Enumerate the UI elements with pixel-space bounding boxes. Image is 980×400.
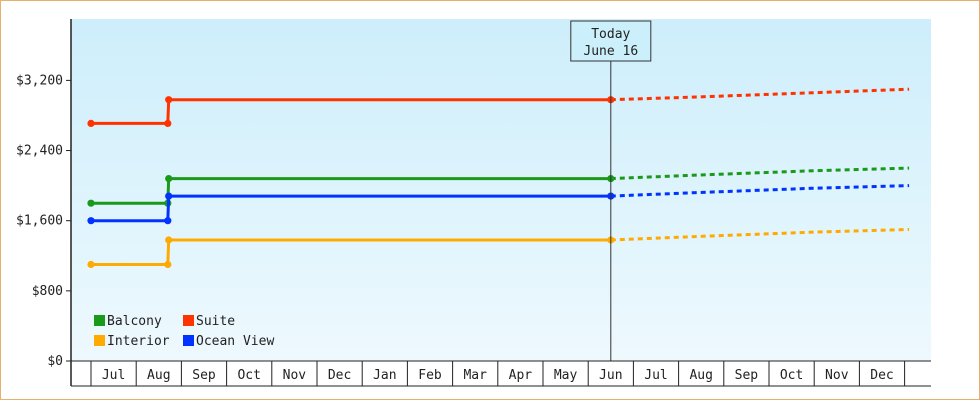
data-point [165,96,173,104]
x-tick-label: Feb [418,368,442,383]
y-tick-label: $1,600 [16,214,63,229]
series-forecast-line [610,166,910,181]
legend-label: Balcony [107,314,162,329]
x-tick-label: Jul [644,368,667,383]
y-tick-label: $2,400 [16,144,63,159]
data-point [87,119,95,127]
series-forecast-line [610,228,910,242]
x-tick-label: May [554,368,578,383]
x-tick-label: Sep [192,368,216,383]
x-tick-label: Sep [735,368,759,383]
data-point [165,192,173,200]
x-tick-label: Jan [373,368,396,383]
x-tick-label: Apr [509,368,533,383]
x-tick-label: Nov [283,368,307,383]
legend-swatch [183,315,194,326]
data-point [164,119,172,127]
series-line [91,194,611,223]
x-tick-label: Aug [689,368,712,383]
data-point [165,236,173,244]
data-point [164,217,172,225]
x-tick-label: Oct [780,368,803,383]
legend-item: Suite [183,314,235,329]
today-date: June 16 [583,44,638,59]
y-tick-label: $800 [32,284,63,299]
plot-background [71,19,931,361]
legend: Balcony Suite Interior Ocean View [94,314,274,349]
today-box [570,20,652,62]
legend-item: Interior [94,334,170,349]
series-line [91,177,611,205]
legend-swatch [183,335,194,346]
series-line [91,238,611,266]
data-point [164,260,172,269]
data-point [87,260,95,269]
series-forecast-line [610,184,910,198]
x-tick-label: Dec [328,368,351,383]
series-interior [87,228,910,269]
legend-label: Suite [196,314,235,329]
legend-swatch [94,315,105,326]
y-tick-label: $3,200 [16,73,63,88]
axes: $0 $800 $1,600 $2,400 $3,200 Jul Aug Sep Oct Nov D… [16,19,931,387]
y-tick-label: $0 [47,354,63,369]
x-tick-label: Mar [463,368,487,383]
x-tick-label: Jul [102,368,125,383]
data-point [87,199,95,207]
today-label: Today [591,27,630,42]
x-tick-label: Nov [825,368,849,383]
x-tick-label: Dec [870,368,893,383]
today-marker: Today June 16 [570,20,652,361]
data-point [165,175,173,183]
legend-item: Ocean View [183,334,274,349]
series-forecast-line [610,87,910,102]
series-line [91,98,611,125]
series-layer [87,87,910,269]
x-tick-label: Jun [599,368,622,383]
legend-label: Interior [107,334,170,349]
x-tick-label: Oct [237,368,260,383]
legend-swatch [94,335,105,346]
data-point [87,217,95,225]
legend-label: Ocean View [196,334,274,349]
series-balcony [87,166,910,207]
legend-item: Balcony [94,314,162,329]
x-tick-label: Aug [147,368,170,383]
